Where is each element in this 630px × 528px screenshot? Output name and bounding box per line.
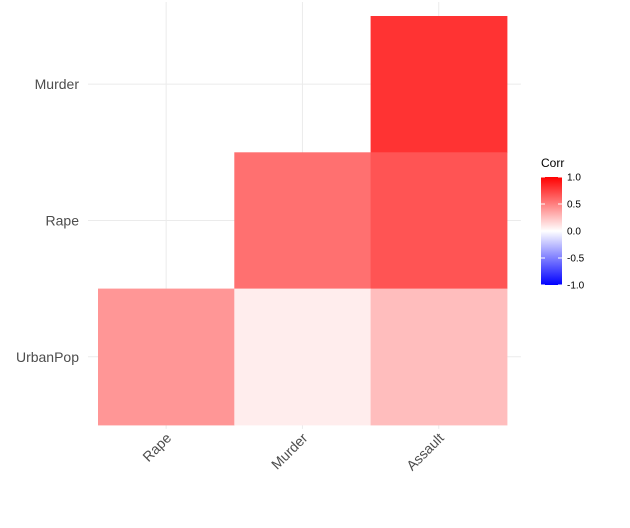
legend: Corr 1.0 0.5 0.0 -0.5 -1.0 xyxy=(541,156,585,292)
heatmap-cells xyxy=(98,16,508,426)
y-tick-label: Murder xyxy=(35,76,80,92)
heatmap-cell xyxy=(370,16,508,153)
y-tick-label: Rape xyxy=(46,212,80,228)
heatmap-cell xyxy=(98,288,235,426)
legend-tick-label: 1.0 xyxy=(567,173,581,184)
heatmap-cell xyxy=(234,152,372,290)
legend-color-bar xyxy=(541,177,562,285)
legend-tick-label: 0.5 xyxy=(567,200,581,211)
legend-title: Corr xyxy=(541,156,564,170)
legend-tick-label: -0.5 xyxy=(567,254,585,265)
heatmap-cell xyxy=(370,288,508,426)
heatmap-cell xyxy=(234,288,372,426)
legend-tick-label: -1.0 xyxy=(567,281,585,292)
y-tick-label: UrbanPop xyxy=(16,349,79,365)
legend-tick-label: 0.0 xyxy=(567,227,581,238)
legend-ticks: 1.0 0.5 0.0 -0.5 -1.0 xyxy=(541,173,585,292)
heatmap-cell xyxy=(370,152,508,290)
y-axis-ticks: Murder Rape UrbanPop xyxy=(16,76,79,365)
